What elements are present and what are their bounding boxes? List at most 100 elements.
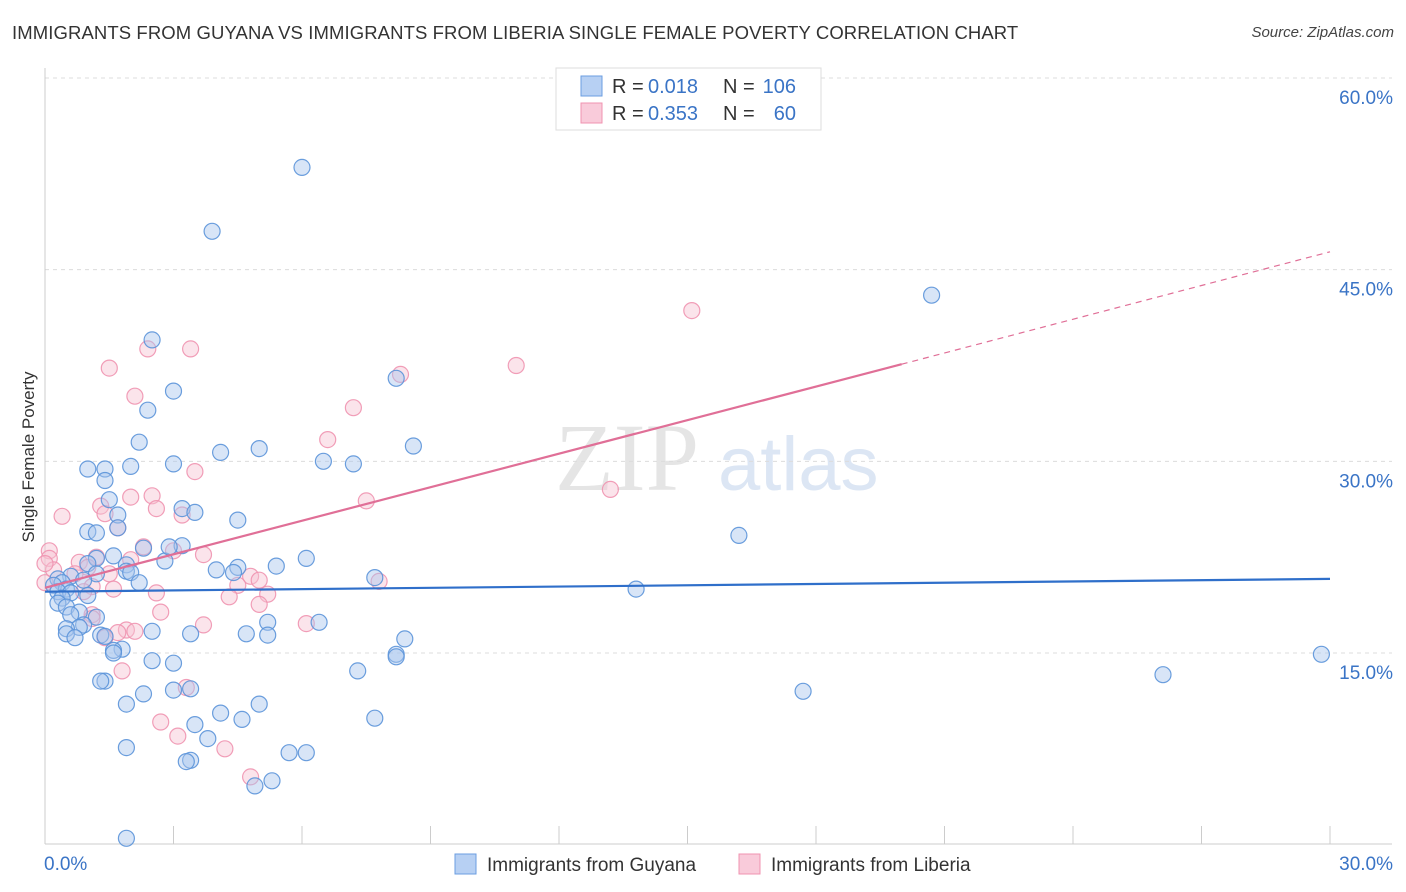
point-guyana-87	[1154, 666, 1172, 684]
point-liberia-55	[216, 740, 234, 758]
watermark-atlas: atlas	[718, 422, 879, 507]
point-guyana-3	[143, 331, 161, 349]
point-guyana-26	[134, 539, 153, 557]
point-guyana-21	[229, 511, 247, 529]
point-guyana-15	[79, 460, 97, 478]
point-liberia-42	[152, 603, 170, 621]
point-guyana-28	[297, 549, 315, 568]
point-guyana-80	[349, 662, 367, 680]
point-guyana-77	[164, 654, 183, 672]
legend-n-value-guyana: 106	[763, 76, 796, 98]
y-axis-title: Single Female Poverty	[19, 371, 38, 543]
y-tick-label-2: 45.0%	[1339, 280, 1393, 301]
gridlines	[45, 77, 1392, 654]
point-liberia-2	[139, 340, 157, 358]
point-guyana-25	[730, 526, 748, 545]
point-guyana-5	[164, 382, 183, 400]
point-guyana-83	[164, 681, 183, 699]
trend-line-liberia	[44, 363, 902, 589]
bottom-legend-swatch-liberia	[738, 853, 761, 875]
point-guyana-91	[212, 704, 230, 722]
point-guyana-97	[280, 744, 298, 762]
point-liberia-36	[104, 580, 123, 598]
point-guyana-23	[87, 524, 106, 542]
point-guyana-90	[250, 695, 268, 713]
point-liberia-54	[169, 727, 187, 745]
point-liberia-45	[297, 614, 315, 633]
point-guyana-30	[87, 549, 106, 568]
legend-r-label-liberia: R =	[612, 103, 644, 125]
point-guyana-54	[49, 594, 67, 612]
y-tick-label-1: 30.0%	[1339, 471, 1393, 492]
bottom-legend-label-liberia: Immigrants from Liberia	[771, 855, 971, 876]
point-liberia-8	[319, 431, 337, 449]
point-liberia-53	[152, 713, 170, 731]
point-guyana-98	[297, 744, 315, 762]
point-guyana-65	[182, 625, 200, 643]
point-guyana-69	[96, 627, 114, 646]
legend-r-label-guyana: R =	[612, 76, 644, 98]
x-tick-label-1: 30.0%	[1339, 854, 1393, 875]
point-liberia-1	[182, 340, 200, 358]
point-liberia-4	[100, 359, 118, 377]
point-liberia-38	[147, 584, 165, 602]
point-liberia-0	[683, 302, 701, 320]
point-guyana-94	[186, 715, 204, 734]
point-guyana-82	[92, 672, 110, 690]
point-guyana-29	[104, 547, 123, 565]
point-guyana-61	[57, 620, 76, 638]
point-guyana-37	[224, 563, 243, 582]
point-guyana-10	[212, 443, 230, 461]
point-guyana-70	[66, 629, 84, 647]
point-liberia-57	[36, 554, 54, 573]
legend-swatch-liberia	[580, 102, 603, 124]
point-guyana-100	[177, 752, 195, 771]
point-guyana-4	[387, 369, 405, 387]
point-guyana-79	[387, 648, 405, 666]
point-guyana-75	[104, 644, 123, 662]
point-guyana-11	[314, 452, 332, 470]
point-guyana-0	[293, 158, 311, 176]
point-guyana-62	[259, 613, 277, 631]
point-guyana-9	[404, 437, 422, 455]
trend-line-liberia-extension	[901, 251, 1331, 365]
point-guyana-81	[96, 672, 114, 690]
axes	[44, 68, 1392, 845]
point-liberia-18	[53, 507, 71, 525]
point-guyana-12	[344, 455, 362, 473]
point-liberia-7	[344, 399, 362, 417]
point-guyana-1	[203, 222, 221, 240]
point-liberia-56	[242, 768, 260, 786]
point-guyana-46	[366, 568, 384, 587]
point-guyana-13	[164, 455, 183, 473]
point-liberia-48	[109, 623, 127, 642]
point-guyana-57	[62, 606, 80, 624]
legend-n-value-liberia: 60	[774, 103, 796, 125]
point-guyana-18	[100, 491, 118, 509]
point-guyana-105	[186, 503, 204, 522]
point-guyana-85	[134, 685, 153, 703]
point-guyana-8	[250, 440, 268, 458]
point-guyana-101	[263, 772, 281, 790]
point-liberia-40	[220, 588, 238, 606]
point-guyana-72	[396, 630, 414, 648]
x-tick-label-0: 0.0%	[44, 854, 87, 875]
chart-source: Source: ZipAtlas.com	[1251, 24, 1394, 41]
point-guyana-104	[160, 538, 178, 556]
legend-r-value-liberia: 0.353	[648, 103, 698, 125]
point-guyana-27	[173, 537, 191, 555]
legend-n-label-liberia: N =	[723, 103, 755, 125]
tick-labels: 15.0% 30.0% 45.0% 60.0% 0.0% 30.0%	[44, 88, 1393, 875]
watermark-zip: ZIP	[555, 404, 699, 511]
point-guyana-58	[87, 608, 106, 626]
point-guyana-95	[199, 729, 217, 748]
point-liberia-3	[507, 356, 525, 375]
point-liberia-11	[143, 487, 161, 505]
point-guyana-2	[922, 286, 941, 304]
point-guyana-102	[246, 777, 264, 795]
point-guyana-88	[1312, 645, 1331, 663]
point-guyana-96	[117, 738, 136, 757]
point-guyana-22	[79, 522, 97, 541]
point-liberia-51	[113, 662, 131, 680]
point-guyana-36	[207, 561, 225, 579]
